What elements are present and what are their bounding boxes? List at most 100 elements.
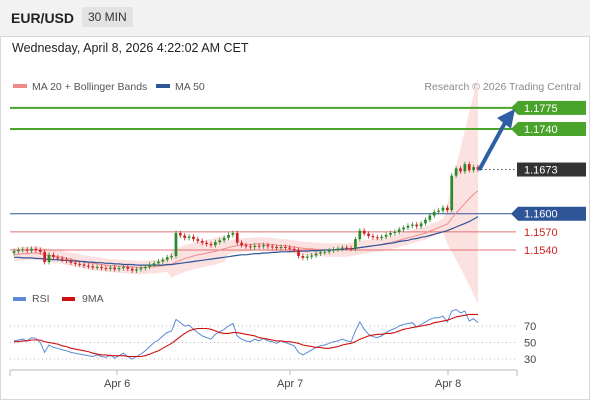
main-legend: MA 20 + Bollinger Bands MA 50 <box>13 81 205 93</box>
candle-body <box>139 268 143 270</box>
candle-body <box>454 168 458 176</box>
candle-body <box>113 267 117 270</box>
candle-body <box>428 215 432 220</box>
candle-body <box>56 257 60 259</box>
pivot-level-label: 1.1600 <box>524 209 558 221</box>
candle-body <box>424 219 427 224</box>
legend-rsi-ma-label: 9MA <box>82 293 104 305</box>
legend-rsi-label: RSI <box>32 293 50 305</box>
candle-body <box>65 259 68 261</box>
candle-body <box>279 246 283 249</box>
time-tick-label: Apr 6 <box>104 378 130 390</box>
candle-body <box>380 236 384 238</box>
candle-body <box>240 242 243 246</box>
credit-text: Research © 2026 Trading Central <box>424 81 581 93</box>
last-price-label-box <box>517 162 586 177</box>
candle-body <box>12 251 16 254</box>
candle-body <box>362 230 366 234</box>
candle-body <box>450 175 454 211</box>
candle-body <box>200 240 204 243</box>
candle-body <box>375 237 379 239</box>
candle-body <box>354 239 357 249</box>
level-labels-layer: 1.1775 1.1740 1.1673 1.1600 1.1570 1.1540 <box>511 100 586 257</box>
target-arrow-shaft <box>478 120 507 171</box>
symbol-title: EUR/USD <box>11 10 75 26</box>
candle-body <box>183 235 187 238</box>
candle-body <box>406 225 410 228</box>
candle-body <box>275 246 278 249</box>
candle-body <box>367 233 370 237</box>
candle-body <box>235 233 239 243</box>
candle-body <box>170 256 173 258</box>
bollinger-band-layer <box>14 77 478 304</box>
candle-body <box>47 254 51 263</box>
candle-body <box>349 248 353 250</box>
rsi-tick-label: 30 <box>524 354 536 366</box>
candle-body <box>467 164 471 171</box>
target-arrow-layer <box>478 108 515 171</box>
candle-body <box>231 233 235 235</box>
candle-body <box>95 266 99 268</box>
candle-body <box>288 247 292 249</box>
candle-body <box>476 167 480 170</box>
legend-ma50-label: MA 50 <box>175 81 205 93</box>
candle-body <box>244 245 248 247</box>
chart-header: EUR/USD 30 MIN <box>0 0 590 37</box>
candle-body <box>437 210 440 212</box>
candle-body <box>130 268 134 271</box>
legend-ma20-label: MA 20 + Bollinger Bands <box>32 81 147 93</box>
candle-body <box>472 167 475 171</box>
last-price-label: 1.1673 <box>524 165 558 177</box>
candle-body <box>389 233 392 235</box>
rsi-legend: RSI 9MA <box>13 293 104 305</box>
candle-body <box>345 247 349 249</box>
candle-body <box>91 266 95 268</box>
candle-body <box>301 256 305 258</box>
candle-body <box>34 248 38 250</box>
candle-body <box>100 266 103 269</box>
candle-body <box>257 245 261 247</box>
candle-body <box>21 249 25 251</box>
candle-body <box>214 242 217 246</box>
candle-body <box>446 207 449 211</box>
support-level-label: 1.1540 <box>524 245 558 257</box>
candle-body <box>165 257 169 260</box>
candle-body <box>371 236 375 238</box>
candle-body <box>222 237 226 241</box>
candle-body <box>397 229 401 232</box>
time-tick-label: Apr 8 <box>435 378 461 390</box>
chart-datetime: Wednesday, April 8, 2026 4:22:02 AM CET <box>12 41 249 55</box>
candle-body <box>148 264 152 267</box>
candle-body <box>253 245 257 247</box>
timeframe-badge[interactable]: 30 MIN <box>82 7 133 27</box>
candle-body <box>305 256 309 258</box>
legend-ma50-swatch <box>156 84 170 88</box>
legend-rsi-ma-swatch <box>62 297 75 301</box>
candle-body <box>310 255 314 257</box>
candle-body <box>161 259 165 262</box>
candle-body <box>78 263 82 265</box>
candle-body <box>178 233 182 236</box>
rsi-line <box>13 308 479 360</box>
candle-body <box>43 251 46 263</box>
support-level-label: 1.1570 <box>524 227 558 239</box>
legend-rsi-swatch <box>13 297 26 301</box>
candle-body <box>419 223 423 227</box>
rsi-tick-label: 50 <box>524 338 536 350</box>
candle-body <box>187 236 191 238</box>
candle-body <box>441 207 445 211</box>
candle-body <box>87 265 90 267</box>
candle-body <box>323 251 327 253</box>
candle-body <box>143 266 147 269</box>
candle-body <box>266 245 270 247</box>
rsi-ma-line <box>14 313 478 358</box>
candle-body <box>25 249 29 251</box>
target-level-label-box <box>511 100 586 115</box>
candles-layer <box>12 161 480 273</box>
candle-body <box>393 231 397 234</box>
candle-body <box>340 247 344 249</box>
candle-body <box>73 262 77 264</box>
candle-body <box>108 267 112 269</box>
candle-body <box>463 164 467 172</box>
